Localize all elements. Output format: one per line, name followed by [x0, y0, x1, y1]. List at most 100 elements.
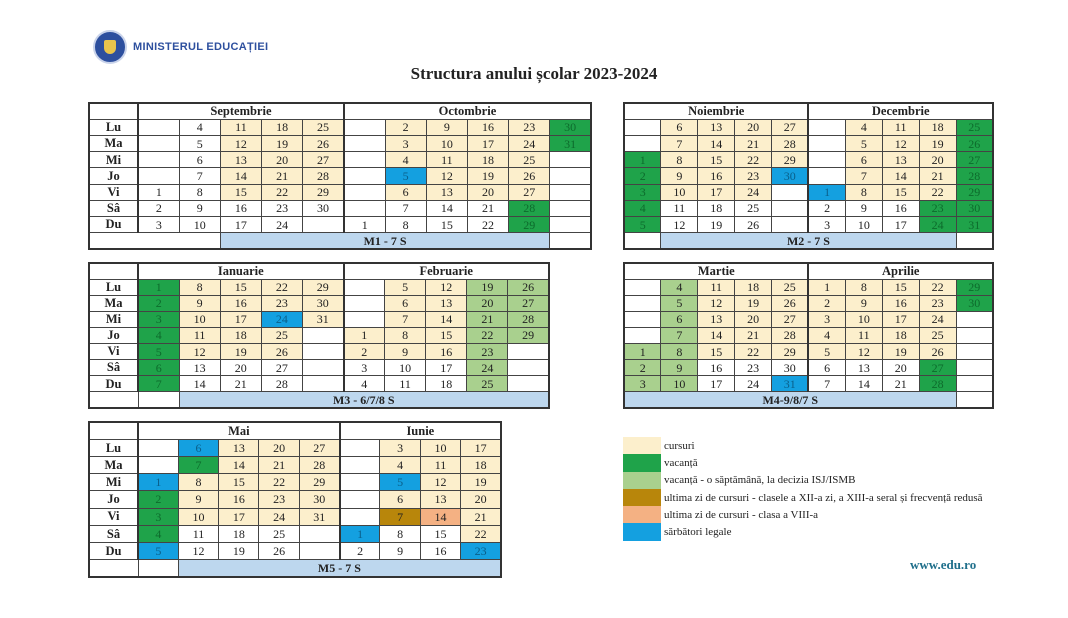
website-link[interactable]: www.edu.ro — [910, 557, 977, 572]
day-cell: 9 — [660, 167, 699, 185]
day-cell: 3 — [342, 359, 386, 377]
ministry-logo: MINISTERUL EDUCAȚIEI — [93, 30, 268, 64]
day-cell: 22 — [734, 343, 773, 361]
day-cell: 27 — [508, 183, 551, 201]
day-cell: 15 — [219, 278, 262, 296]
day-cell: 27 — [507, 294, 550, 312]
day-cell: 1 — [807, 278, 846, 296]
day-cell: 2 — [384, 118, 427, 136]
day-cell: 14 — [178, 375, 221, 393]
day-cell: 21 — [466, 310, 509, 328]
day-cell: 17 — [219, 310, 262, 328]
day-cell: 5 — [660, 294, 699, 312]
day-cell: 19 — [466, 167, 510, 185]
day-cell: 21 — [261, 167, 304, 185]
empty-cell — [88, 391, 139, 409]
empty-cell — [955, 391, 994, 409]
day-cell: 17 — [466, 134, 510, 153]
day-cell: 15 — [425, 326, 468, 345]
day-cell: 1 — [136, 473, 179, 492]
day-cell: 26 — [918, 343, 957, 361]
day-cell: 11 — [419, 455, 462, 475]
day-cell: 2 — [136, 490, 179, 509]
weekday-label: Sâ — [88, 359, 139, 377]
day-cell: 2 — [338, 542, 381, 561]
day-cell: 22 — [460, 524, 502, 544]
day-cell: 7 — [384, 199, 427, 218]
weekday-label: Du — [88, 542, 139, 561]
day-cell: 23 — [918, 199, 957, 218]
day-cell: 19 — [734, 294, 773, 312]
day-cell: 20 — [734, 310, 773, 328]
day-cell: 1 — [136, 278, 180, 296]
empty-cell — [955, 359, 994, 377]
legend-swatch — [623, 437, 661, 455]
day-cell: 23 — [261, 199, 304, 218]
day-cell: 31 — [301, 310, 345, 328]
empty-cell — [807, 167, 846, 185]
weekday-label: Sâ — [88, 199, 139, 218]
day-cell: 6 — [384, 294, 427, 312]
day-cell: 21 — [734, 134, 773, 153]
weekday-label: Ma — [88, 455, 139, 475]
day-cell: 31 — [955, 216, 994, 234]
day-cell: 15 — [219, 183, 263, 201]
day-cell: 16 — [219, 199, 263, 218]
empty-cell — [549, 183, 592, 201]
day-cell: 21 — [881, 375, 920, 393]
day-cell: 24 — [508, 134, 551, 153]
day-cell: 13 — [425, 294, 468, 312]
day-cell: 24 — [918, 310, 957, 328]
empty-cell — [136, 455, 179, 475]
day-cell: 27 — [771, 310, 809, 328]
day-cell: 4 — [136, 524, 179, 544]
legend-swatch — [623, 454, 661, 472]
day-cell: 9 — [425, 118, 468, 136]
day-cell: 7 — [177, 455, 220, 475]
day-cell: 23 — [460, 542, 502, 561]
day-cell: 7 — [844, 167, 883, 185]
month-header: Februarie — [342, 262, 550, 280]
day-cell: 5 — [384, 278, 427, 296]
day-cell: 27 — [260, 359, 303, 377]
day-cell: 3 — [807, 216, 846, 234]
legend-swatch — [623, 488, 661, 507]
empty-cell — [549, 216, 592, 234]
day-cell: 18 — [918, 118, 957, 136]
day-cell: 12 — [881, 134, 920, 153]
day-cell: 12 — [844, 343, 883, 361]
day-cell: 10 — [660, 183, 699, 201]
weekday-label: Mi — [88, 473, 139, 492]
day-cell: 2 — [342, 343, 386, 361]
day-cell: 19 — [219, 343, 262, 361]
day-cell: 24 — [734, 375, 773, 393]
legend-label: cursuri — [664, 439, 695, 452]
module-label: M5 - 7 S — [177, 559, 502, 578]
month-header: Noiembrie — [622, 102, 809, 120]
day-cell: 7 — [379, 507, 421, 526]
day-cell: 1 — [342, 216, 386, 234]
day-cell: 8 — [384, 326, 427, 345]
day-cell: 3 — [807, 310, 846, 328]
day-cell: 31 — [298, 507, 341, 526]
day-cell: 2 — [807, 199, 846, 218]
day-cell: 30 — [298, 490, 341, 509]
day-cell: 28 — [508, 199, 551, 218]
day-cell: 25 — [302, 118, 345, 136]
day-cell: 26 — [258, 542, 300, 561]
weekday-label: Lu — [88, 278, 139, 296]
day-cell: 15 — [218, 473, 260, 492]
empty-cell — [342, 278, 386, 296]
day-cell: 10 — [178, 310, 221, 328]
day-cell: 29 — [955, 183, 994, 201]
corner-cell — [88, 421, 139, 440]
day-cell: 6 — [384, 183, 427, 201]
day-cell: 12 — [419, 473, 462, 492]
day-cell: 28 — [507, 310, 550, 328]
day-cell: 9 — [178, 294, 221, 312]
day-cell: 3 — [623, 375, 662, 393]
day-cell: 4 — [660, 278, 699, 296]
weekday-label: Ma — [88, 134, 139, 153]
empty-cell — [88, 559, 139, 578]
day-cell: 26 — [734, 216, 773, 234]
